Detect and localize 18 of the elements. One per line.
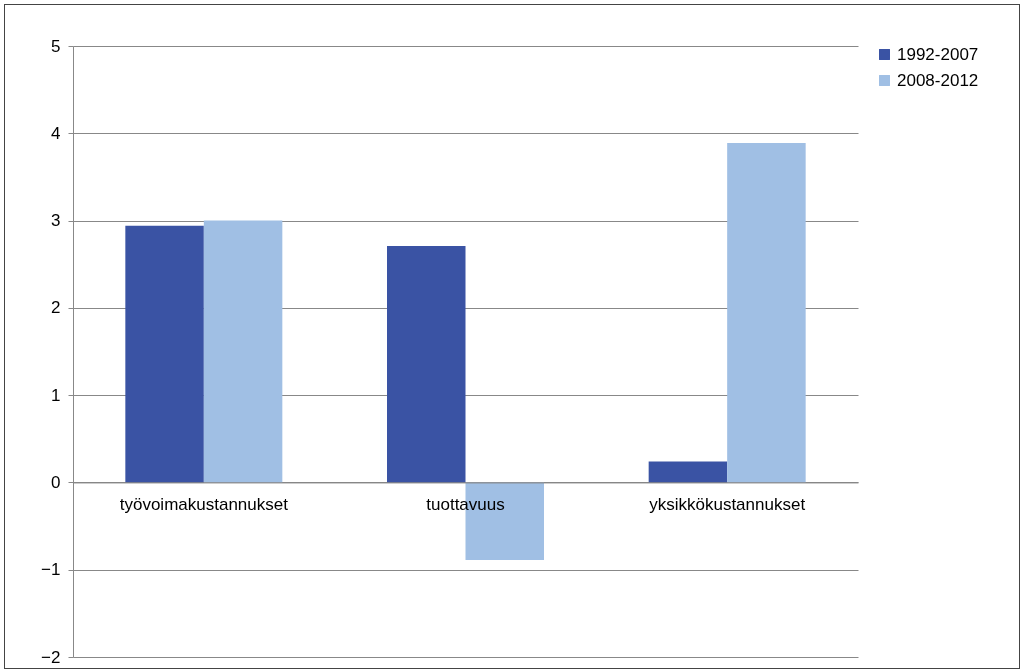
y-tick-label: 2 (51, 298, 61, 318)
y-tick-label: 5 (51, 36, 61, 56)
y-tick-label: −1 (41, 560, 61, 580)
y-tick-label: 3 (51, 211, 61, 231)
bar (727, 142, 806, 483)
y-tick-label: 1 (51, 385, 61, 405)
x-tick-label: työvoimakustannukset (119, 494, 289, 514)
bar (648, 461, 728, 483)
y-tick-label: 4 (51, 123, 61, 143)
x-tick-label: tuottavuus (426, 494, 505, 514)
bar (125, 225, 204, 483)
legend-label: 2008-2012 (897, 70, 979, 90)
bar (203, 220, 283, 483)
x-tick-label: yksikkökustannukset (649, 494, 806, 514)
y-tick-label: 0 (51, 472, 61, 492)
legend-label: 1992-2007 (897, 44, 979, 64)
bar (387, 245, 466, 483)
y-tick-label: −2 (41, 647, 61, 667)
